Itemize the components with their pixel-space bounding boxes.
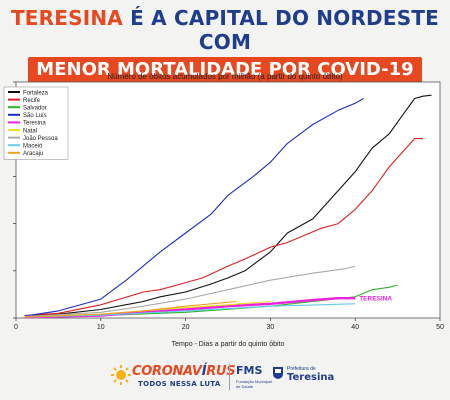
x-tick-label: 20 [182,324,190,331]
x-tick-label: 0 [14,324,18,331]
x-tick-label: 40 [351,324,359,331]
coronavirus-logo: CORONAVÍRUS TODOS NESSA LUTA [110,360,236,394]
series-line-jo-o-pessoa [24,265,356,318]
x-tick-label: 50 [436,324,444,331]
legend-entry: João Pessoa [23,136,58,142]
fms-subtitle: Fundação Municipal de Saúde [236,379,272,389]
chart-title: Número de óbitos acumulados por milhão (… [107,72,343,81]
prefeitura-city: Teresina [287,372,335,383]
series-line-macei- [24,303,356,318]
legend-entry: Natal [23,128,37,134]
teresina-annotation: TERESINA [359,296,392,303]
legend-entry: Recife [23,98,41,104]
legend-entry: Aracaju [23,151,43,157]
series-line-fortaleza [24,94,432,317]
coronavirus-tagline: TODOS NESSA LUTA [138,380,221,388]
headline-rest: É A CAPITAL DO NORDESTE COM [122,6,440,54]
plot-area [15,81,441,319]
headline-city: TERESINA [10,6,123,30]
legend-entry: Salvador [23,106,47,112]
legend-entry: São Luís [23,113,47,119]
footer-divider [229,364,230,390]
series-line-recife [24,138,423,317]
prefeitura-label: Prefeitura de [287,366,316,372]
fms-logo: FMS Fundação Municipal de Saúde [236,362,272,392]
headline-line2: MENOR MORTALIDADE POR COVID-19 [28,57,422,83]
headline-line1: TERESINA É A CAPITAL DO NORDESTE COM [0,6,450,54]
series-line-aracaju [24,300,237,318]
legend-entry: Teresina [23,121,46,127]
legend-entry: Fortaleza [23,90,49,96]
coronavirus-wordmark: CORONAVÍRUS [132,364,236,379]
prefeitura-logo: Prefeitura de Teresina [272,362,342,392]
legend-entry: Maceió [23,144,43,150]
headline: TERESINA É A CAPITAL DO NORDESTE COM MEN… [0,6,450,83]
x-tick-label: 30 [267,324,275,331]
city-emblem-icon [273,367,283,379]
footer: CORONAVÍRUS TODOS NESSA LUTA FMS Fundaçã… [0,358,450,398]
x-axis-label: Tempo - Dias a partir do quinto óbito [172,341,285,348]
fms-wordmark: FMS [236,364,263,377]
x-tick-label: 10 [97,324,105,331]
sun-icon [111,365,131,385]
series-line-s-o-lu-s [24,98,364,317]
